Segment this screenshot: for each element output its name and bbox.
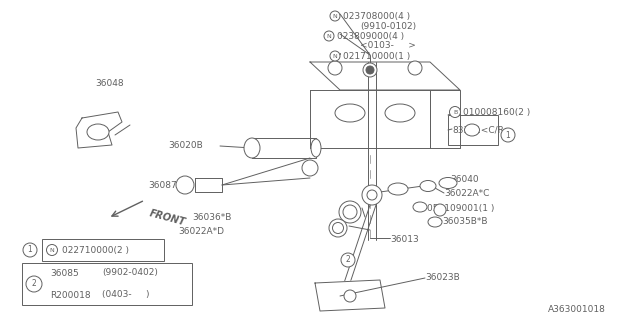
Circle shape	[330, 51, 340, 61]
Text: B: B	[453, 109, 457, 115]
Ellipse shape	[335, 104, 365, 122]
Ellipse shape	[439, 178, 457, 188]
Text: 36020B: 36020B	[168, 141, 203, 150]
Text: 1: 1	[28, 245, 33, 254]
Text: 051109001(1 ): 051109001(1 )	[427, 204, 494, 213]
Text: FRONT: FRONT	[148, 208, 186, 228]
Text: 022710000(2 ): 022710000(2 )	[62, 246, 129, 255]
Text: 021710000(1 ): 021710000(1 )	[343, 52, 410, 60]
Text: 023708000(4 ): 023708000(4 )	[343, 12, 410, 20]
Circle shape	[328, 61, 342, 75]
Circle shape	[330, 11, 340, 21]
Ellipse shape	[388, 183, 408, 195]
Bar	[42, 239, 164, 261]
Circle shape	[26, 276, 42, 292]
Ellipse shape	[244, 138, 260, 158]
Bar	[448, 115, 498, 145]
Text: 36087: 36087	[148, 180, 177, 189]
Circle shape	[363, 63, 377, 77]
Circle shape	[449, 107, 461, 117]
Circle shape	[501, 128, 515, 142]
Circle shape	[434, 204, 446, 216]
Ellipse shape	[329, 219, 347, 237]
Ellipse shape	[311, 139, 321, 157]
Polygon shape	[430, 90, 460, 148]
Ellipse shape	[176, 176, 194, 194]
Text: 1: 1	[506, 131, 510, 140]
Ellipse shape	[339, 201, 361, 223]
Ellipse shape	[413, 202, 427, 212]
Text: N: N	[50, 247, 54, 252]
Text: N: N	[326, 34, 332, 38]
Text: 010008160(2 ): 010008160(2 )	[463, 108, 531, 116]
Circle shape	[366, 66, 374, 74]
Polygon shape	[310, 62, 460, 90]
Circle shape	[367, 190, 377, 200]
Text: 36036*B: 36036*B	[192, 213, 232, 222]
Text: 36022A*D: 36022A*D	[178, 228, 224, 236]
Text: 36048: 36048	[95, 79, 124, 89]
Text: <0103-     >: <0103- >	[360, 42, 416, 51]
Text: (9902-0402): (9902-0402)	[102, 268, 158, 277]
Circle shape	[362, 185, 382, 205]
Ellipse shape	[333, 222, 344, 234]
Text: 36035B*B: 36035B*B	[442, 218, 488, 227]
Text: 36013: 36013	[390, 236, 419, 244]
Text: R200018: R200018	[50, 291, 91, 300]
Polygon shape	[310, 90, 430, 148]
Circle shape	[344, 290, 356, 302]
Ellipse shape	[465, 124, 479, 136]
Text: 36023B: 36023B	[425, 273, 460, 282]
Circle shape	[47, 244, 58, 255]
Text: 36085: 36085	[50, 268, 79, 277]
Polygon shape	[195, 178, 222, 192]
Text: (9910-0102): (9910-0102)	[360, 21, 416, 30]
Text: (0403-     ): (0403- )	[102, 291, 150, 300]
Text: 36040: 36040	[450, 174, 479, 183]
Circle shape	[324, 31, 334, 41]
Ellipse shape	[428, 217, 442, 227]
Text: 023809000(4 ): 023809000(4 )	[337, 31, 404, 41]
Text: A363001018: A363001018	[548, 305, 606, 314]
Text: 2: 2	[31, 279, 36, 289]
Text: N: N	[333, 13, 337, 19]
Ellipse shape	[385, 104, 415, 122]
Text: 36022A*C: 36022A*C	[444, 189, 490, 198]
Text: N: N	[333, 53, 337, 59]
Text: 2: 2	[346, 255, 350, 265]
Circle shape	[408, 61, 422, 75]
Polygon shape	[252, 138, 316, 158]
Ellipse shape	[87, 124, 109, 140]
Circle shape	[302, 160, 318, 176]
Circle shape	[23, 243, 37, 257]
Polygon shape	[76, 112, 122, 148]
Circle shape	[341, 253, 355, 267]
Ellipse shape	[420, 180, 436, 191]
Ellipse shape	[343, 205, 357, 219]
Text: 83311<C/R>: 83311<C/R>	[452, 125, 511, 134]
Bar	[22, 263, 192, 305]
Polygon shape	[315, 280, 385, 311]
